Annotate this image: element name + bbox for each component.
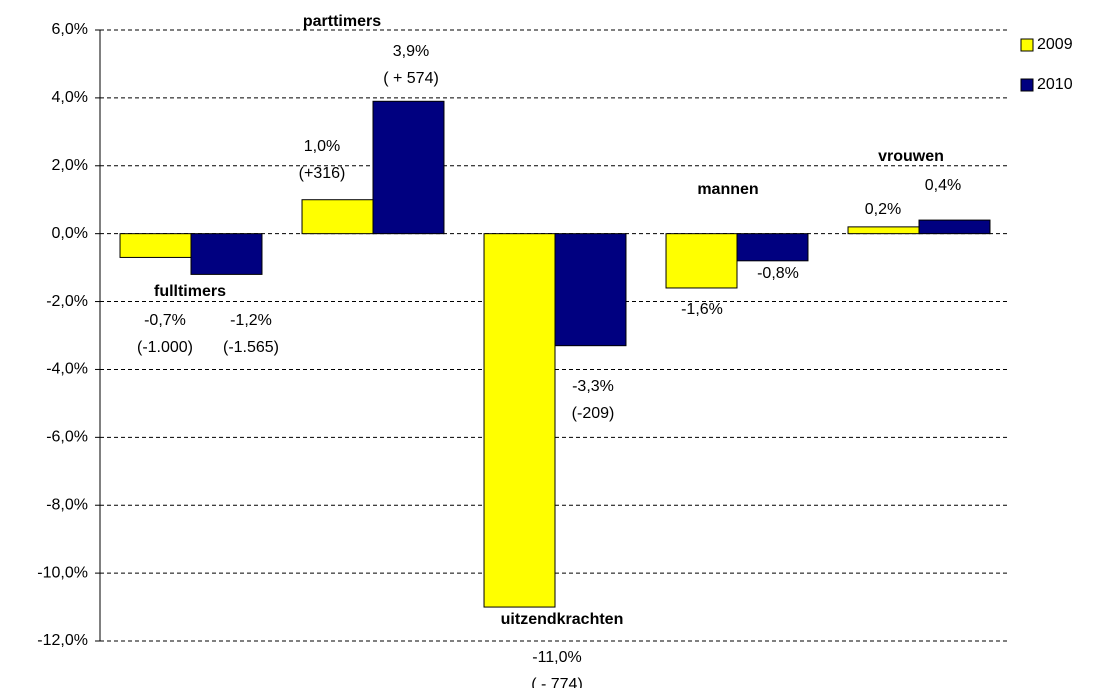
value-label: -11,0% [532,649,582,666]
value-label: -1,2% [230,312,272,329]
bar [736,233,809,262]
bar [372,100,445,235]
y-tick-label: -8,0% [46,496,88,513]
y-tick-label: -4,0% [46,361,88,378]
y-tick-label: -6,0% [46,429,88,446]
bar [918,219,991,235]
change-label: (-209) [572,405,615,422]
category-label: vrouwen [878,148,944,165]
bar [190,233,263,275]
legend-swatch [1020,38,1034,52]
y-tick-label: -2,0% [46,293,88,310]
change-label: (-1.000) [137,339,193,356]
y-tick-label: 0,0% [52,225,88,242]
value-label: -1,6% [681,301,723,318]
value-label: 1,0% [304,138,340,155]
bar [554,233,627,347]
value-label: -0,7% [144,312,186,329]
bar [847,226,920,235]
y-tick-label: -10,0% [37,564,88,581]
category-label: mannen [697,181,758,198]
value-label: 3,9% [393,43,429,60]
y-tick-label: 4,0% [52,89,88,106]
bar [119,233,192,258]
change-label: ( - 774) [531,676,583,688]
bar [665,233,738,289]
value-label: -0,8% [757,265,799,282]
bar [483,233,556,608]
y-tick-label: -12,0% [37,632,88,649]
value-label: 0,4% [925,177,961,194]
value-label: 0,2% [865,201,901,218]
bar [301,199,374,235]
y-tick-label: 6,0% [52,21,88,38]
category-label: uitzendkrachten [501,611,624,628]
y-tick-label: 2,0% [52,157,88,174]
change-label: (+316) [299,165,346,182]
legend-label: 2009 [1037,36,1073,53]
legend-label: 2010 [1037,76,1073,93]
category-label: fulltimers [154,283,226,300]
change-label: (-1.565) [223,339,279,356]
legend-swatch [1020,78,1034,92]
change-label: ( + 574) [383,70,439,87]
value-label: -3,3% [572,378,614,395]
category-label: parttimers [303,13,381,30]
